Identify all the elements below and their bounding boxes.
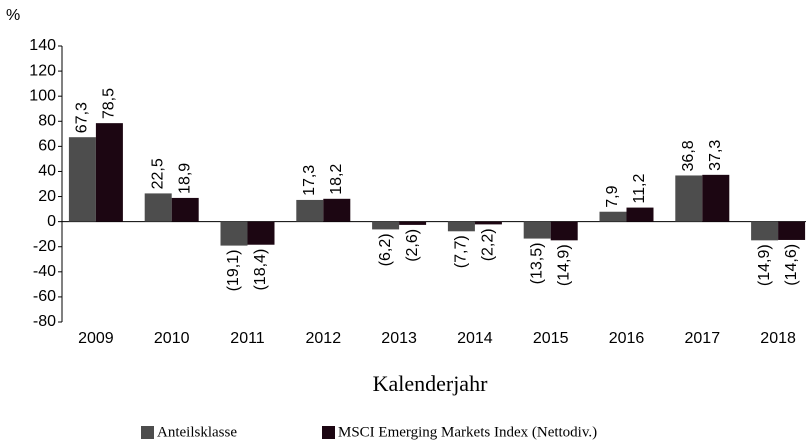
bar	[626, 207, 654, 222]
y-tick-label: 80	[38, 112, 56, 129]
bar	[523, 221, 551, 239]
legend-label: Anteilsklasse	[157, 424, 237, 440]
value-label: (18,4)	[252, 249, 269, 291]
x-tick-label: 2017	[685, 330, 721, 347]
value-label: (6,2)	[377, 233, 394, 266]
bar	[550, 221, 578, 241]
bar	[296, 199, 324, 222]
bar	[751, 221, 779, 241]
x-tick-label: 2012	[306, 330, 342, 347]
bar	[474, 221, 502, 225]
bar	[144, 193, 172, 222]
x-tick-label: 2018	[760, 330, 796, 347]
y-tick-label: 120	[29, 62, 56, 79]
bar	[675, 175, 703, 222]
x-tick-label: 2011	[230, 330, 265, 347]
x-axis-label: Kalenderjahr	[373, 371, 488, 396]
x-tick-label: 2010	[154, 330, 190, 347]
value-label: (14,9)	[555, 244, 572, 286]
x-tick-label: 2014	[457, 330, 493, 347]
value-label: 36,8	[680, 140, 697, 171]
y-unit: %	[6, 7, 20, 24]
legend-swatch	[322, 426, 335, 439]
y-tick-label: 140	[29, 37, 56, 54]
x-tick-label: 2016	[609, 330, 645, 347]
value-label: 78,5	[101, 88, 118, 119]
y-tick-label: 40	[38, 163, 56, 180]
bar	[95, 123, 123, 222]
y-tick-label: -80	[33, 313, 56, 330]
x-tick-label: 2015	[533, 330, 569, 347]
bar	[247, 221, 275, 245]
y-tick-label: -60	[33, 288, 56, 305]
value-label: 11,2	[631, 174, 648, 204]
value-label: (14,6)	[783, 244, 800, 286]
y-tick-label: 20	[38, 188, 56, 205]
bar	[702, 174, 730, 222]
value-label: 37,3	[707, 140, 724, 171]
bar	[778, 221, 806, 240]
value-label: 18,9	[176, 163, 193, 194]
bar	[68, 137, 96, 222]
value-label: (7,7)	[453, 235, 470, 268]
value-label: (2,2)	[480, 228, 497, 261]
value-label: (2,6)	[404, 229, 421, 262]
y-tick-label: -20	[33, 238, 56, 255]
y-tick-label: 60	[38, 138, 56, 155]
value-label: 22,5	[149, 158, 166, 189]
bar	[447, 221, 475, 232]
value-label: (13,5)	[528, 243, 545, 285]
value-label: 18,2	[328, 164, 345, 195]
bar	[599, 211, 627, 222]
value-label: 7,9	[604, 185, 621, 207]
legend-swatch	[141, 426, 154, 439]
bar	[372, 221, 400, 230]
x-tick-label: 2009	[78, 330, 114, 347]
value-label: 67,3	[74, 102, 91, 133]
y-tick-label: -40	[33, 263, 56, 280]
value-label: (19,1)	[225, 250, 242, 292]
bar	[323, 198, 351, 222]
bar	[220, 221, 248, 246]
y-tick-label: 100	[29, 87, 56, 104]
x-tick-label: 2013	[381, 330, 417, 347]
bar	[171, 197, 199, 222]
legend-label: MSCI Emerging Markets Index (Nettodiv.)	[338, 424, 597, 440]
y-tick-label: 0	[47, 213, 56, 230]
value-label: (14,9)	[756, 244, 773, 286]
value-label: 17,3	[301, 165, 318, 196]
bar	[399, 221, 427, 225]
